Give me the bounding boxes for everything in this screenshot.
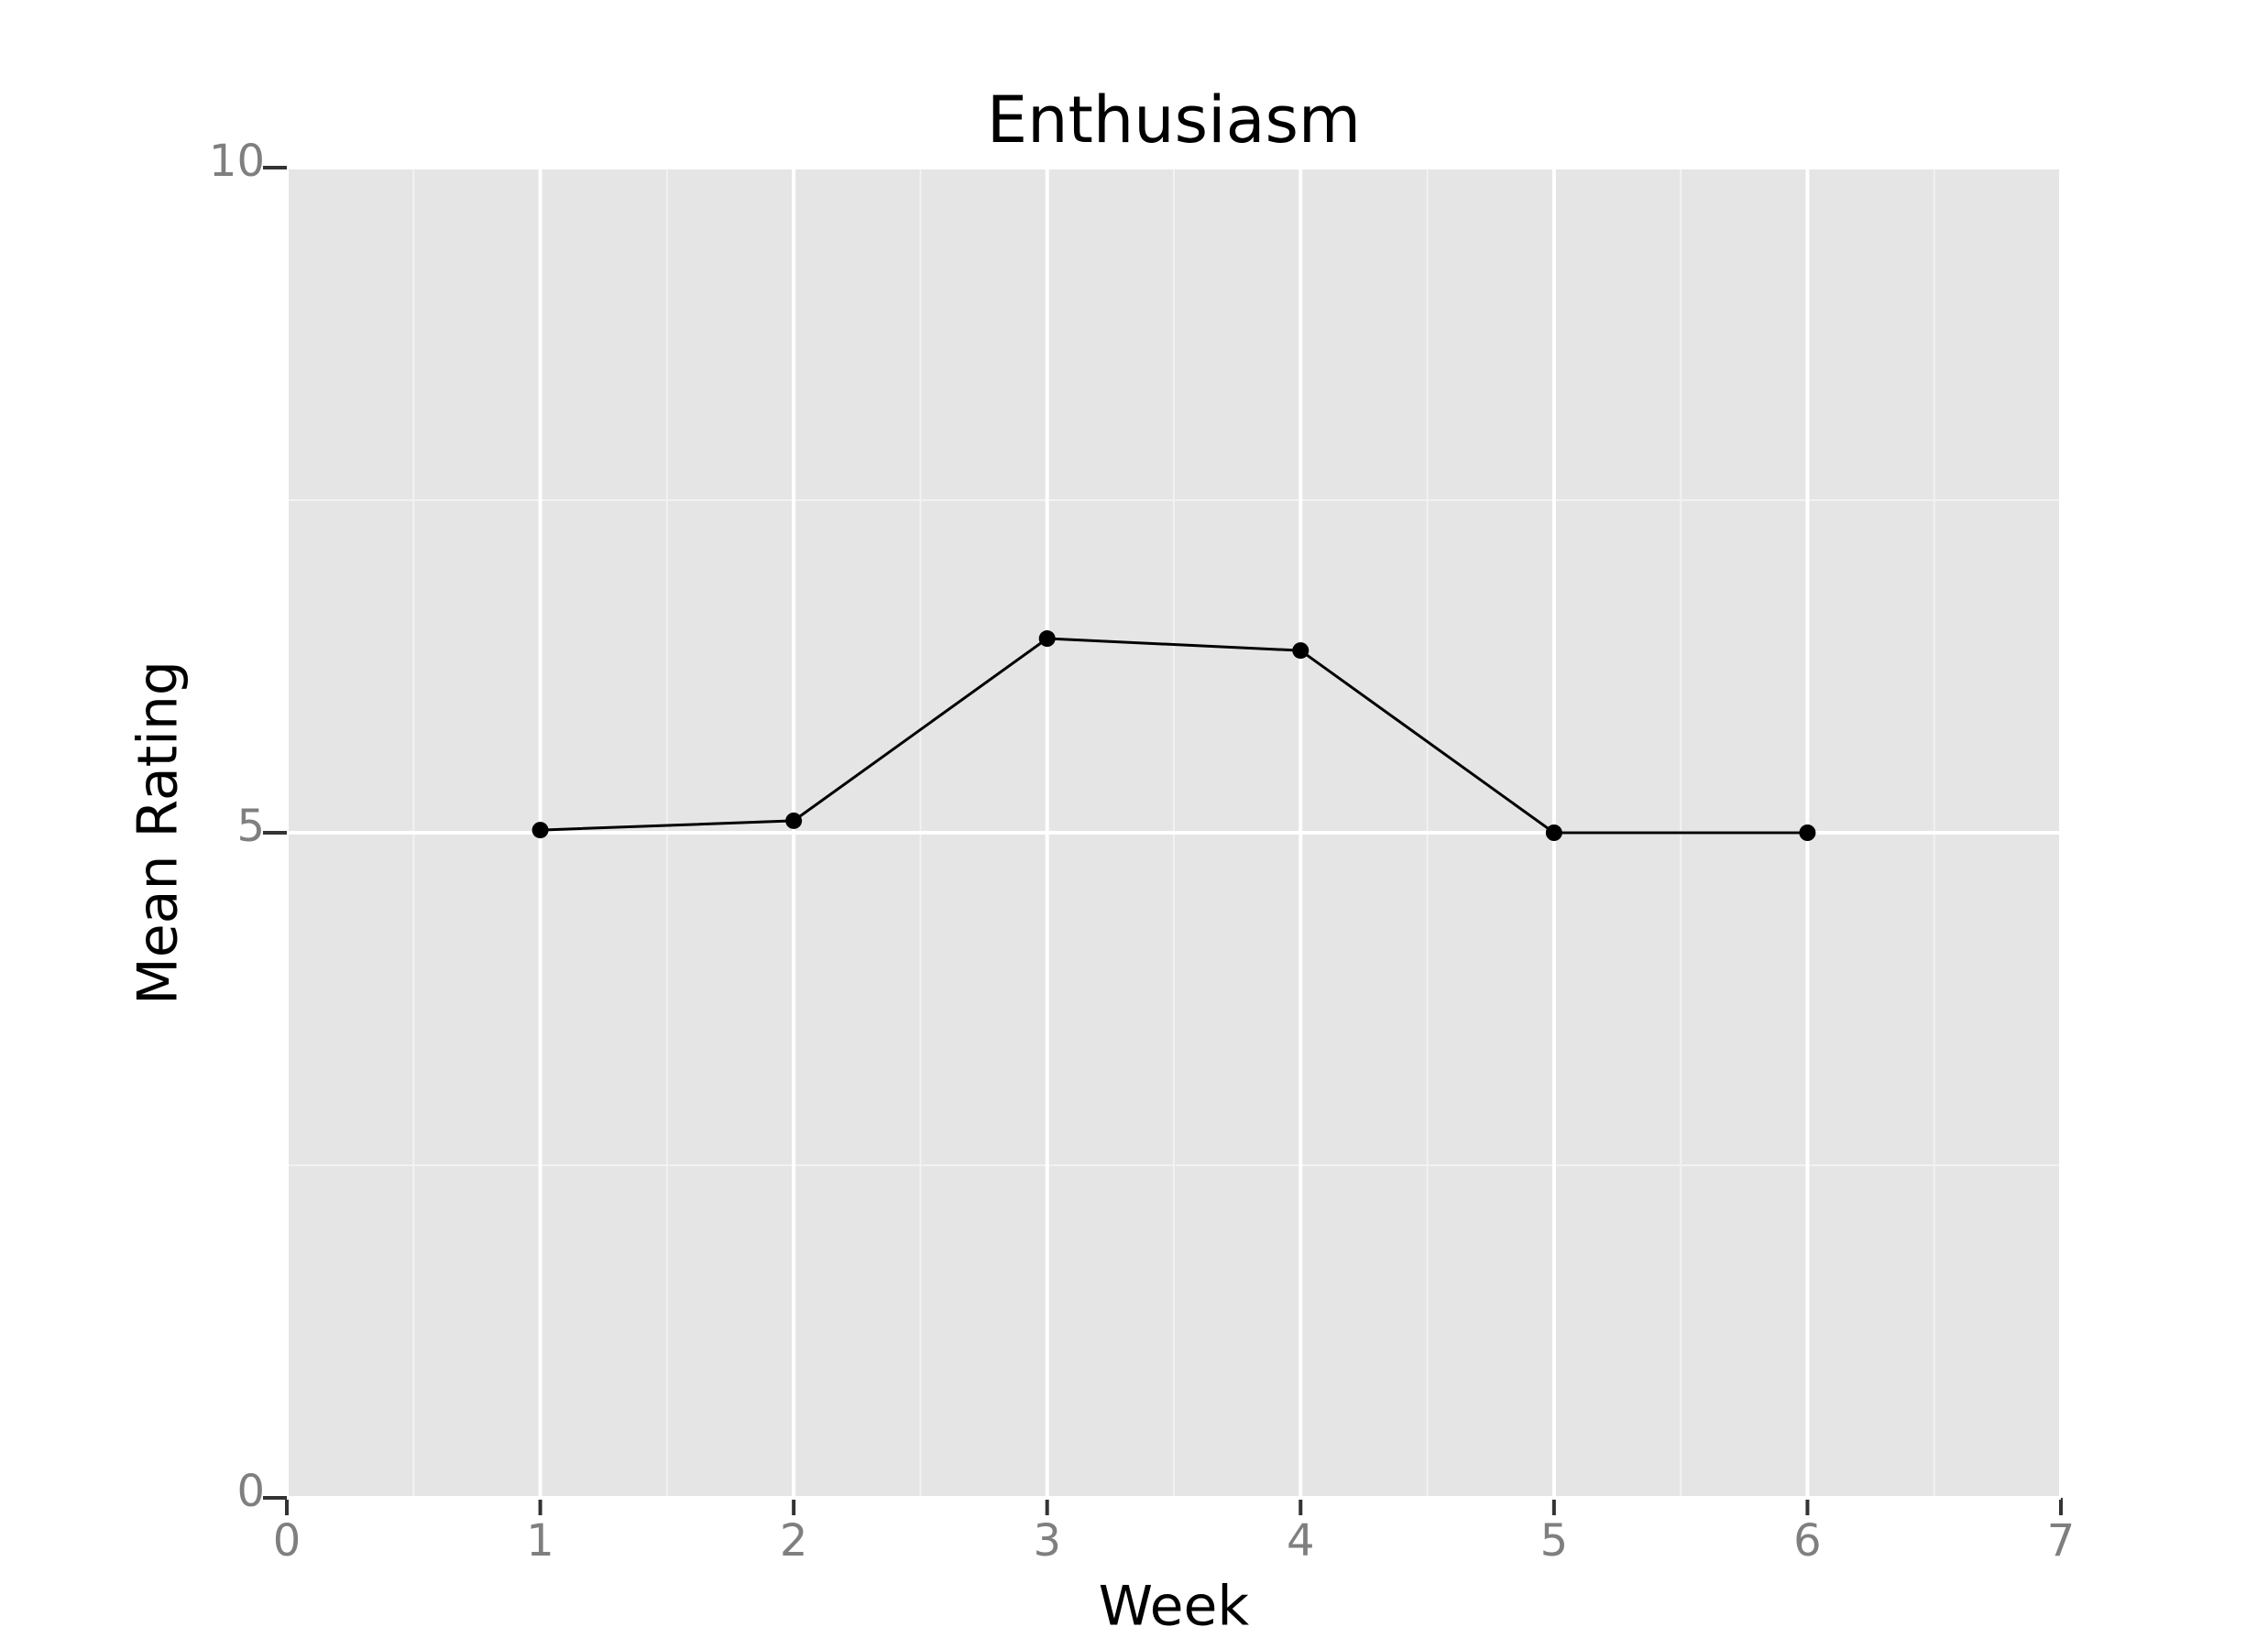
line	[540, 637, 1808, 835]
chart-title: Enthusiasm	[987, 82, 1361, 158]
x-tick-label: 2	[780, 1515, 808, 1567]
point	[1545, 824, 1562, 841]
x-tick-label: 6	[1793, 1515, 1822, 1567]
x-tick-label: 3	[1033, 1515, 1061, 1567]
point	[531, 822, 549, 839]
y-tick-label: 10	[209, 136, 265, 187]
point	[1038, 630, 1056, 648]
point	[1799, 824, 1816, 841]
point	[1292, 642, 1309, 660]
x-tick-label: 0	[273, 1515, 301, 1567]
y-tick-label: 5	[236, 801, 265, 852]
point	[785, 812, 803, 829]
x-tick-label: 4	[1287, 1515, 1315, 1567]
x-axis-label: Week	[1099, 1575, 1250, 1639]
x-tick-label: 1	[526, 1515, 554, 1567]
x-tick-label: 5	[1540, 1515, 1569, 1567]
y-axis-label: Mean Rating	[126, 661, 191, 1005]
y-tick-label: 0	[236, 1466, 265, 1517]
x-tick-label: 7	[2047, 1515, 2076, 1567]
